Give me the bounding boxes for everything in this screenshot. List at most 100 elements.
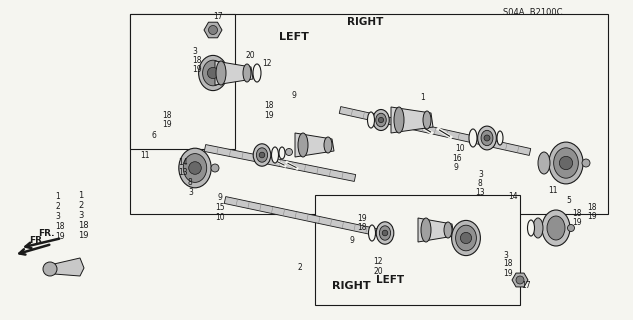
Text: 6: 6 <box>152 131 157 140</box>
Text: 3: 3 <box>78 211 84 220</box>
Text: 18: 18 <box>162 110 172 119</box>
Polygon shape <box>512 273 528 287</box>
Text: 8: 8 <box>477 179 482 188</box>
Text: 9: 9 <box>218 193 223 202</box>
Text: FR.: FR. <box>38 228 54 237</box>
Text: 18: 18 <box>192 55 201 65</box>
Text: 19: 19 <box>264 110 273 119</box>
Ellipse shape <box>538 152 550 174</box>
Circle shape <box>259 152 265 158</box>
Text: 18: 18 <box>55 221 65 230</box>
Ellipse shape <box>376 222 394 244</box>
Text: 3: 3 <box>55 212 60 220</box>
Ellipse shape <box>298 133 308 157</box>
Ellipse shape <box>394 107 404 133</box>
Circle shape <box>208 68 218 79</box>
Text: 9: 9 <box>350 236 355 244</box>
Ellipse shape <box>203 60 223 86</box>
Bar <box>315 195 520 305</box>
Text: 18: 18 <box>587 203 596 212</box>
Ellipse shape <box>421 218 431 242</box>
Ellipse shape <box>456 225 477 251</box>
Text: 9: 9 <box>291 91 296 100</box>
Circle shape <box>516 276 524 284</box>
Ellipse shape <box>179 148 211 188</box>
Text: 18: 18 <box>78 220 89 229</box>
Polygon shape <box>215 61 253 85</box>
Ellipse shape <box>379 226 391 240</box>
Text: 16: 16 <box>452 154 461 163</box>
Ellipse shape <box>243 64 251 82</box>
Ellipse shape <box>533 218 543 238</box>
Circle shape <box>382 230 388 236</box>
Text: 3: 3 <box>478 170 483 179</box>
Polygon shape <box>418 218 454 242</box>
Ellipse shape <box>497 131 503 145</box>
Ellipse shape <box>423 111 431 129</box>
Text: 20: 20 <box>373 268 382 276</box>
Text: 12: 12 <box>262 59 272 68</box>
Circle shape <box>379 117 384 123</box>
Circle shape <box>208 26 218 35</box>
Circle shape <box>285 148 292 156</box>
Circle shape <box>43 262 57 276</box>
Polygon shape <box>391 107 433 133</box>
Text: 9: 9 <box>453 163 458 172</box>
Text: 18: 18 <box>572 209 582 218</box>
Ellipse shape <box>451 220 480 256</box>
Text: 1: 1 <box>55 191 60 201</box>
Ellipse shape <box>324 137 332 153</box>
Text: 11: 11 <box>140 150 149 159</box>
Text: 14: 14 <box>508 191 518 201</box>
Ellipse shape <box>216 61 226 85</box>
Text: 3: 3 <box>503 251 508 260</box>
Ellipse shape <box>542 210 570 246</box>
Ellipse shape <box>368 225 375 241</box>
Text: 5: 5 <box>566 196 571 204</box>
Ellipse shape <box>368 112 375 128</box>
Text: 20: 20 <box>246 51 256 60</box>
Text: RIGHT: RIGHT <box>332 281 371 292</box>
Circle shape <box>189 162 201 174</box>
Ellipse shape <box>478 126 496 150</box>
Ellipse shape <box>547 216 565 240</box>
Text: 13: 13 <box>178 167 187 177</box>
Ellipse shape <box>184 154 207 182</box>
Text: 18: 18 <box>503 260 513 268</box>
Text: LEFT: LEFT <box>279 32 310 42</box>
Text: 19: 19 <box>587 212 597 220</box>
Ellipse shape <box>527 220 534 236</box>
Ellipse shape <box>373 109 389 131</box>
Bar <box>130 14 608 214</box>
Circle shape <box>568 225 575 231</box>
Text: S04A  B2100C: S04A B2100C <box>503 8 563 17</box>
Text: 19: 19 <box>192 65 202 74</box>
Text: 18: 18 <box>264 100 273 109</box>
Polygon shape <box>54 258 84 276</box>
Text: 19: 19 <box>78 230 89 239</box>
Text: 3: 3 <box>188 188 193 196</box>
Polygon shape <box>224 196 391 238</box>
Polygon shape <box>339 107 530 156</box>
Ellipse shape <box>253 144 271 166</box>
Text: 12: 12 <box>373 258 382 267</box>
Text: 15: 15 <box>215 203 225 212</box>
Ellipse shape <box>554 148 579 178</box>
Polygon shape <box>295 133 334 157</box>
Text: 18: 18 <box>357 222 367 231</box>
Text: FR.: FR. <box>28 236 45 244</box>
Bar <box>130 14 235 149</box>
Circle shape <box>460 232 472 244</box>
Ellipse shape <box>549 142 583 184</box>
Text: 11: 11 <box>548 186 558 195</box>
Ellipse shape <box>469 129 477 147</box>
Text: 3: 3 <box>192 46 197 55</box>
Text: 17: 17 <box>213 12 223 20</box>
Ellipse shape <box>253 64 261 82</box>
Ellipse shape <box>279 147 285 159</box>
Circle shape <box>484 135 490 141</box>
Ellipse shape <box>256 148 268 162</box>
Ellipse shape <box>376 113 386 127</box>
Text: 1: 1 <box>78 190 84 199</box>
Text: 2: 2 <box>78 201 84 210</box>
